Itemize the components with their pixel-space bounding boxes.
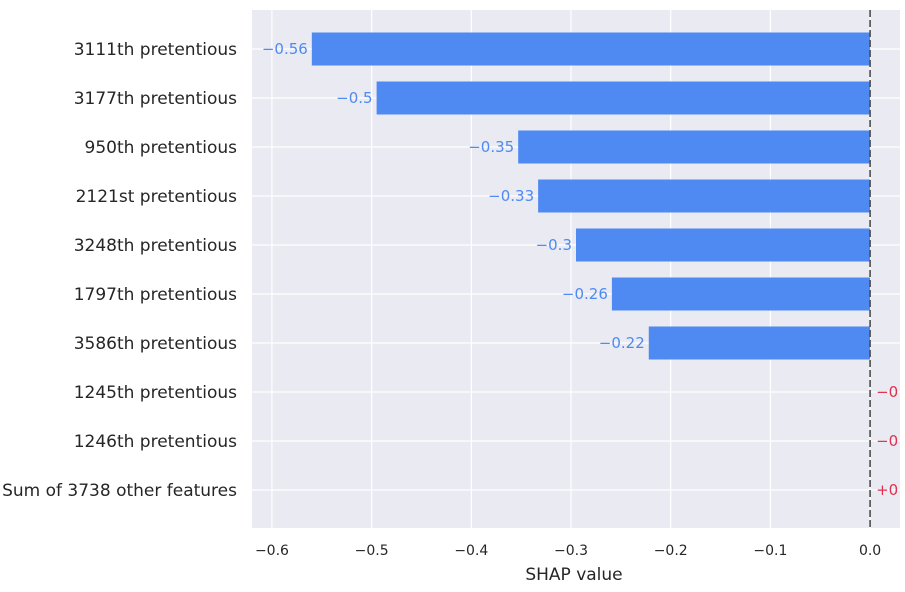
bar	[611, 277, 871, 311]
x-tick-label: −0.3	[554, 543, 588, 559]
value-labels: −0.56 −0.5 −0.35 −0.33 −0.3 −0.26 −0.22 −0 −0 +0	[262, 40, 898, 499]
value-label: −0.26	[562, 285, 608, 303]
value-label: −0.3	[536, 236, 572, 254]
bar	[376, 81, 871, 115]
category-label: 950th pretentious	[85, 138, 238, 158]
bar	[576, 228, 871, 262]
category-label: 3586th pretentious	[74, 334, 237, 354]
value-label: −0.35	[468, 138, 514, 156]
x-tick-labels: −0.6 −0.5 −0.4 −0.3 −0.2 −0.1 0.0	[255, 543, 881, 559]
category-label: 3248th pretentious	[74, 236, 237, 256]
value-label: −0.56	[262, 40, 308, 58]
value-label: +0	[876, 481, 898, 499]
y-tick-labels: 3111th pretentious 3177th pretentious 950t…	[2, 40, 237, 501]
value-label: −0	[876, 383, 898, 401]
category-label: 1797th pretentious	[74, 285, 237, 305]
category-label: 3177th pretentious	[74, 89, 237, 109]
bar	[311, 32, 871, 66]
value-label: −0.5	[336, 89, 372, 107]
category-label: 3111th pretentious	[74, 40, 237, 60]
category-label: 1245th pretentious	[74, 383, 237, 403]
x-axis-label: SHAP value	[525, 565, 622, 585]
x-tick-label: 0.0	[859, 543, 881, 559]
x-tick-label: −0.2	[654, 543, 688, 559]
x-tick-label: −0.5	[355, 543, 389, 559]
category-label: Sum of 3738 other features	[2, 481, 237, 501]
bars	[311, 32, 871, 360]
value-label: −0.33	[488, 187, 534, 205]
x-tick-label: −0.1	[753, 543, 787, 559]
value-label: −0.22	[599, 334, 645, 352]
bar	[518, 130, 871, 164]
x-tick-label: −0.4	[454, 543, 488, 559]
bar	[538, 179, 871, 213]
bar	[648, 326, 871, 360]
category-label: 2121st pretentious	[76, 187, 238, 207]
value-label: −0	[876, 432, 898, 450]
x-tick-label: −0.6	[255, 543, 289, 559]
category-label: 1246th pretentious	[74, 432, 237, 452]
